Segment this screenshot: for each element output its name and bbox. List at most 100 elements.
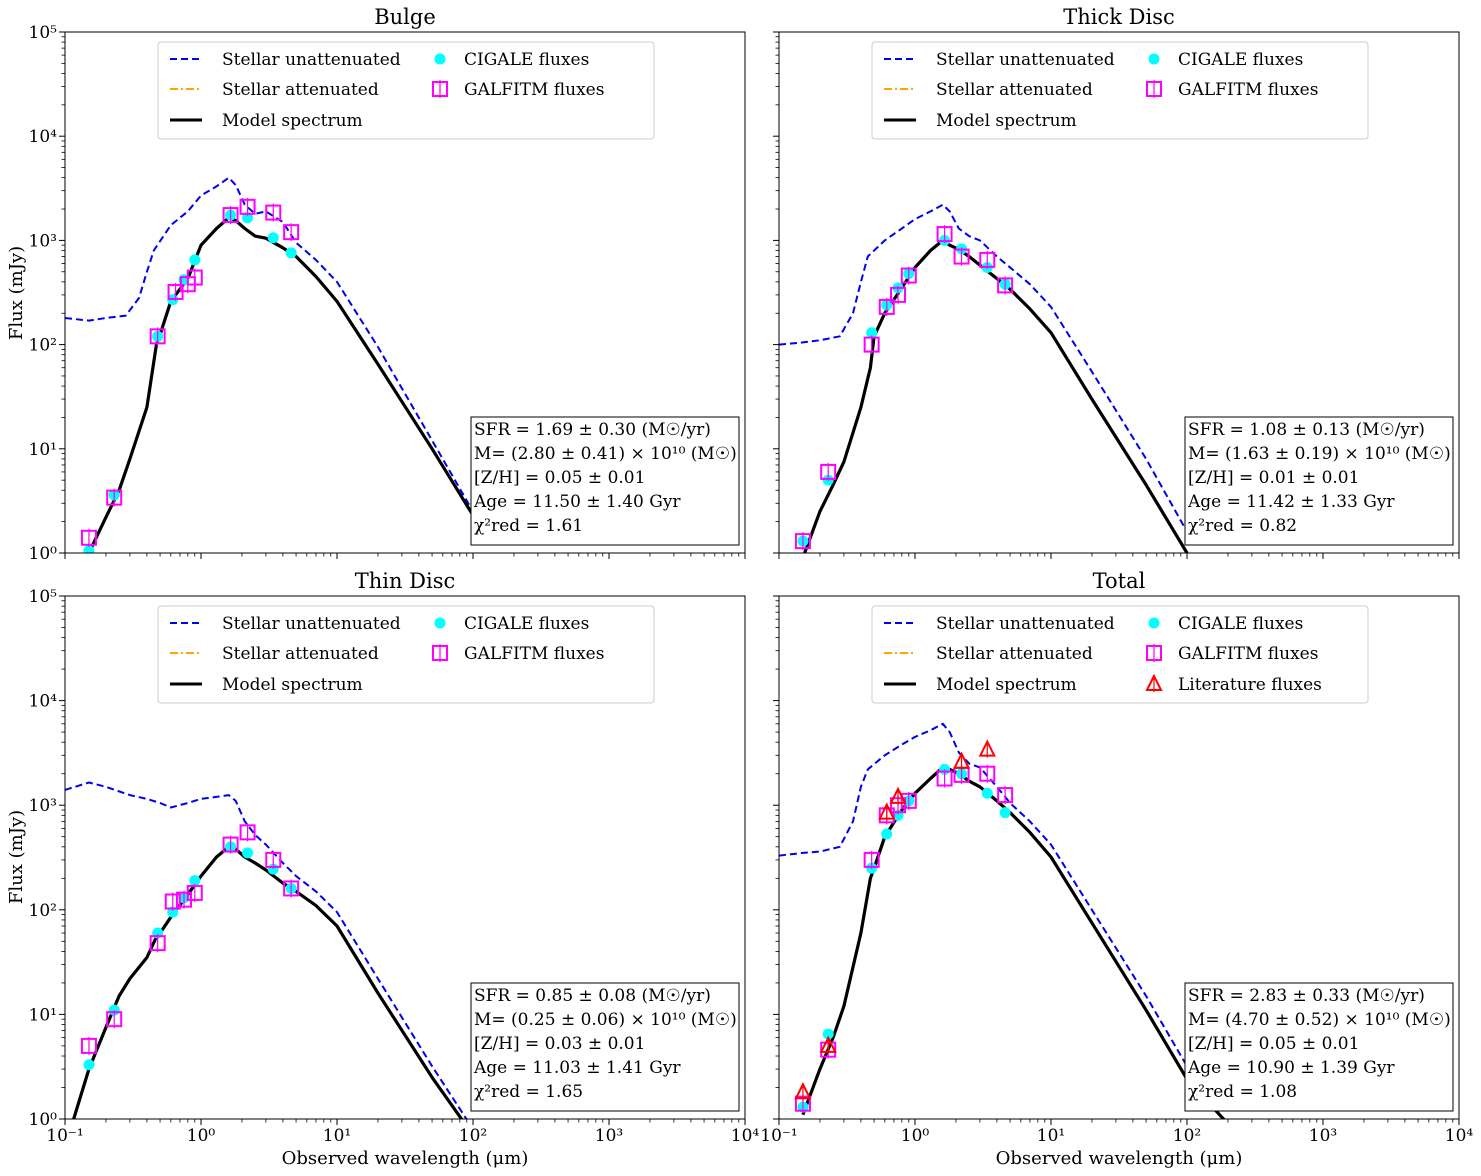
fit-result-line: SFR = 1.69 ± 0.30 (M☉/yr) bbox=[474, 420, 711, 440]
y-tick-label: 10⁵ bbox=[29, 23, 58, 43]
legend-cigale-swatch bbox=[1148, 617, 1160, 629]
fit-results-box: SFR = 2.83 ± 0.33 (M☉/yr) M= (4.70 ± 0.52… bbox=[1184, 982, 1454, 1112]
x-tick-label: 10⁰ bbox=[901, 1126, 930, 1146]
y-tick-label: 10¹ bbox=[29, 440, 57, 460]
plot-area bbox=[779, 203, 1189, 553]
fit-result-line: M= (1.63 ± 0.19) × 10¹⁰ (M☉) bbox=[1188, 444, 1451, 464]
fit-result-line: [Z/H] = 0.03 ± 0.01 bbox=[474, 1034, 645, 1054]
legend-label-cigale: CIGALE fluxes bbox=[464, 614, 589, 634]
legend-box bbox=[157, 605, 655, 704]
fit-result-line: SFR = 2.83 ± 0.33 (M☉/yr) bbox=[1188, 986, 1425, 1006]
axes-frame bbox=[64, 31, 746, 554]
y-tick-label: 10³ bbox=[29, 231, 57, 251]
fit-result-line: SFR = 0.85 ± 0.08 (M☉/yr) bbox=[474, 986, 711, 1006]
panel-bulge: Bulge 10⁰ 10¹ 10² 10³ 10⁴ 10⁵ Stellar unattenua… bbox=[29, 5, 746, 564]
legend-box bbox=[871, 605, 1369, 704]
axes-frame bbox=[64, 595, 746, 1120]
legend: Stellar unattenuated Stellar attenuated Mo… bbox=[157, 605, 655, 704]
legend-label-cigale: CIGALE fluxes bbox=[464, 50, 589, 70]
legend-label-att: Stellar attenuated bbox=[936, 644, 1093, 664]
x-axis-label-left: Observed wavelength (μm) bbox=[282, 1148, 529, 1169]
y-tick-label: 10⁴ bbox=[29, 692, 58, 712]
plot-area bbox=[779, 722, 1226, 1119]
fit-results-frame bbox=[1184, 982, 1454, 1112]
fit-result-line: Age = 10.90 ± 1.39 Gyr bbox=[1187, 1058, 1395, 1078]
fit-result-line: χ²red = 1.08 bbox=[1188, 1082, 1297, 1102]
x-tick-label: 10¹ bbox=[323, 1126, 351, 1146]
x-tick-label: 10⁰ bbox=[187, 1126, 216, 1146]
fit-result-line: SFR = 1.08 ± 0.13 (M☉/yr) bbox=[1188, 420, 1425, 440]
legend-label-att: Stellar attenuated bbox=[222, 644, 379, 664]
fit-result-line: M= (2.80 ± 0.41) × 10¹⁰ (M☉) bbox=[474, 444, 737, 464]
y-tick-label: 10¹ bbox=[29, 1005, 57, 1025]
x-tick-label: 10¹ bbox=[1037, 1126, 1065, 1146]
legend: Stellar unattenuated Stellar attenuated Mo… bbox=[871, 41, 1369, 140]
panel-total: Total 10⁻¹ 10⁰ 10¹ 10² 10³ 10⁴ Stellar unattenu… bbox=[760, 569, 1473, 1146]
x-tick-label: 10⁴ bbox=[731, 1126, 760, 1146]
legend-label-model: Model spectrum bbox=[222, 675, 363, 695]
legend-label-cigale: CIGALE fluxes bbox=[1178, 50, 1303, 70]
y-tick-label: 10⁰ bbox=[29, 544, 58, 564]
cigale-point bbox=[981, 787, 993, 799]
fit-result-line: χ²red = 1.65 bbox=[474, 1082, 583, 1102]
y-tick-label: 10² bbox=[29, 901, 57, 921]
fit-results-box: SFR = 1.69 ± 0.30 (M☉/yr) M= (2.80 ± 0.41… bbox=[470, 416, 740, 546]
unattenuated-line bbox=[779, 722, 1188, 1067]
cigale-point bbox=[285, 247, 297, 259]
fit-results-frame bbox=[470, 416, 740, 546]
fit-result-line: Age = 11.03 ± 1.41 Gyr bbox=[473, 1058, 681, 1078]
fit-results-frame bbox=[1184, 416, 1454, 546]
fit-result-line: Age = 11.50 ± 1.40 Gyr bbox=[473, 492, 681, 512]
legend-label-att: Stellar attenuated bbox=[936, 80, 1093, 100]
legend-label-unatt: Stellar unattenuated bbox=[222, 614, 401, 634]
legend-label-lit: Literature fluxes bbox=[1178, 675, 1322, 695]
legend-label-model: Model spectrum bbox=[936, 111, 1077, 131]
axes-frame bbox=[778, 31, 1460, 554]
y-tick-label: 10⁴ bbox=[29, 127, 58, 147]
cigale-point bbox=[83, 545, 95, 553]
fit-result-line: χ²red = 1.61 bbox=[474, 516, 583, 536]
legend-box bbox=[871, 41, 1369, 140]
cigale-point bbox=[866, 327, 878, 339]
cigale-point bbox=[267, 232, 279, 244]
fit-result-line: [Z/H] = 0.05 ± 0.01 bbox=[474, 468, 645, 488]
legend-cigale-swatch bbox=[1148, 53, 1160, 65]
fit-results-box: SFR = 1.08 ± 0.13 (M☉/yr) M= (1.63 ± 0.19… bbox=[1184, 416, 1454, 546]
unattenuated-line bbox=[65, 176, 474, 512]
model-spectrum-line bbox=[802, 238, 1189, 553]
legend-label-model: Model spectrum bbox=[936, 675, 1077, 695]
cigale-point bbox=[242, 847, 254, 859]
cigale-point bbox=[83, 1059, 95, 1071]
x-tick-label: 10³ bbox=[1309, 1126, 1337, 1146]
model-spectrum-line bbox=[72, 845, 464, 1119]
fit-result-line: M= (4.70 ± 0.52) × 10¹⁰ (M☉) bbox=[1188, 1010, 1451, 1030]
panel-thick-disc: Thick Disc Stellar unattenuated Stellar at… bbox=[773, 5, 1460, 559]
fit-result-line: M= (0.25 ± 0.06) × 10¹⁰ (M☉) bbox=[474, 1010, 737, 1030]
legend-label-galfitm: GALFITM fluxes bbox=[464, 644, 604, 664]
cigale-point bbox=[189, 875, 201, 887]
cigale-point bbox=[999, 807, 1011, 819]
x-tick-label: 10⁴ bbox=[1445, 1126, 1474, 1146]
fit-result-line: [Z/H] = 0.01 ± 0.01 bbox=[1188, 468, 1359, 488]
x-tick-label: 10⁻¹ bbox=[760, 1126, 797, 1146]
panel-title: Thin Disc bbox=[355, 569, 456, 593]
legend-label-unatt: Stellar unattenuated bbox=[936, 50, 1115, 70]
panel-thin-disc: Thin Disc10⁻¹10⁰10⁰10¹10¹10²10²10³10³10⁴… bbox=[29, 569, 760, 1146]
axes-frame bbox=[778, 595, 1460, 1120]
fit-results-frame bbox=[470, 982, 740, 1112]
legend-label-unatt: Stellar unattenuated bbox=[222, 50, 401, 70]
legend-label-galfitm: GALFITM fluxes bbox=[1178, 644, 1318, 664]
cigale-point bbox=[242, 212, 254, 224]
panel-title: Thick Disc bbox=[1063, 5, 1175, 29]
plot-area bbox=[65, 781, 468, 1119]
x-tick-label: 10⁻¹ bbox=[46, 1126, 83, 1146]
y-tick-label: 10⁵ bbox=[29, 587, 58, 607]
fit-results-box: SFR = 0.85 ± 0.08 (M☉/yr) M= (0.25 ± 0.06… bbox=[470, 982, 740, 1112]
x-axis-label-right: Observed wavelength (μm) bbox=[996, 1148, 1243, 1169]
fit-result-line: χ²red = 0.82 bbox=[1188, 516, 1297, 536]
x-tick-label: 10³ bbox=[595, 1126, 623, 1146]
legend-label-att: Stellar attenuated bbox=[222, 80, 379, 100]
y-tick-label: 10² bbox=[29, 336, 57, 356]
x-tick-label: 10² bbox=[459, 1126, 487, 1146]
